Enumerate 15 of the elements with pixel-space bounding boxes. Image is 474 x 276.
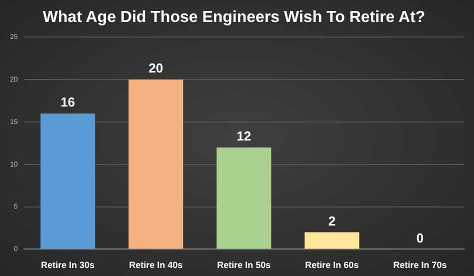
data-label: 16 <box>60 94 76 110</box>
data-label: 20 <box>148 60 164 76</box>
x-tick-label: Retire In 30s <box>41 260 95 270</box>
x-tick-label: Retire In 40s <box>129 260 183 270</box>
bar <box>40 114 96 249</box>
x-tick-label: Retire In 60s <box>305 260 359 270</box>
bar <box>128 80 184 249</box>
bar <box>304 232 360 249</box>
data-label: 12 <box>236 128 252 144</box>
bar <box>216 147 272 249</box>
chart-title: What Age Did Those Engineers Wish To Retire At? <box>42 9 426 26</box>
data-label: 0 <box>416 230 424 246</box>
x-tick-label: Retire In 50s <box>217 260 271 270</box>
x-tick-label: Retire In 70s <box>393 260 447 270</box>
data-label: 2 <box>328 213 336 228</box>
